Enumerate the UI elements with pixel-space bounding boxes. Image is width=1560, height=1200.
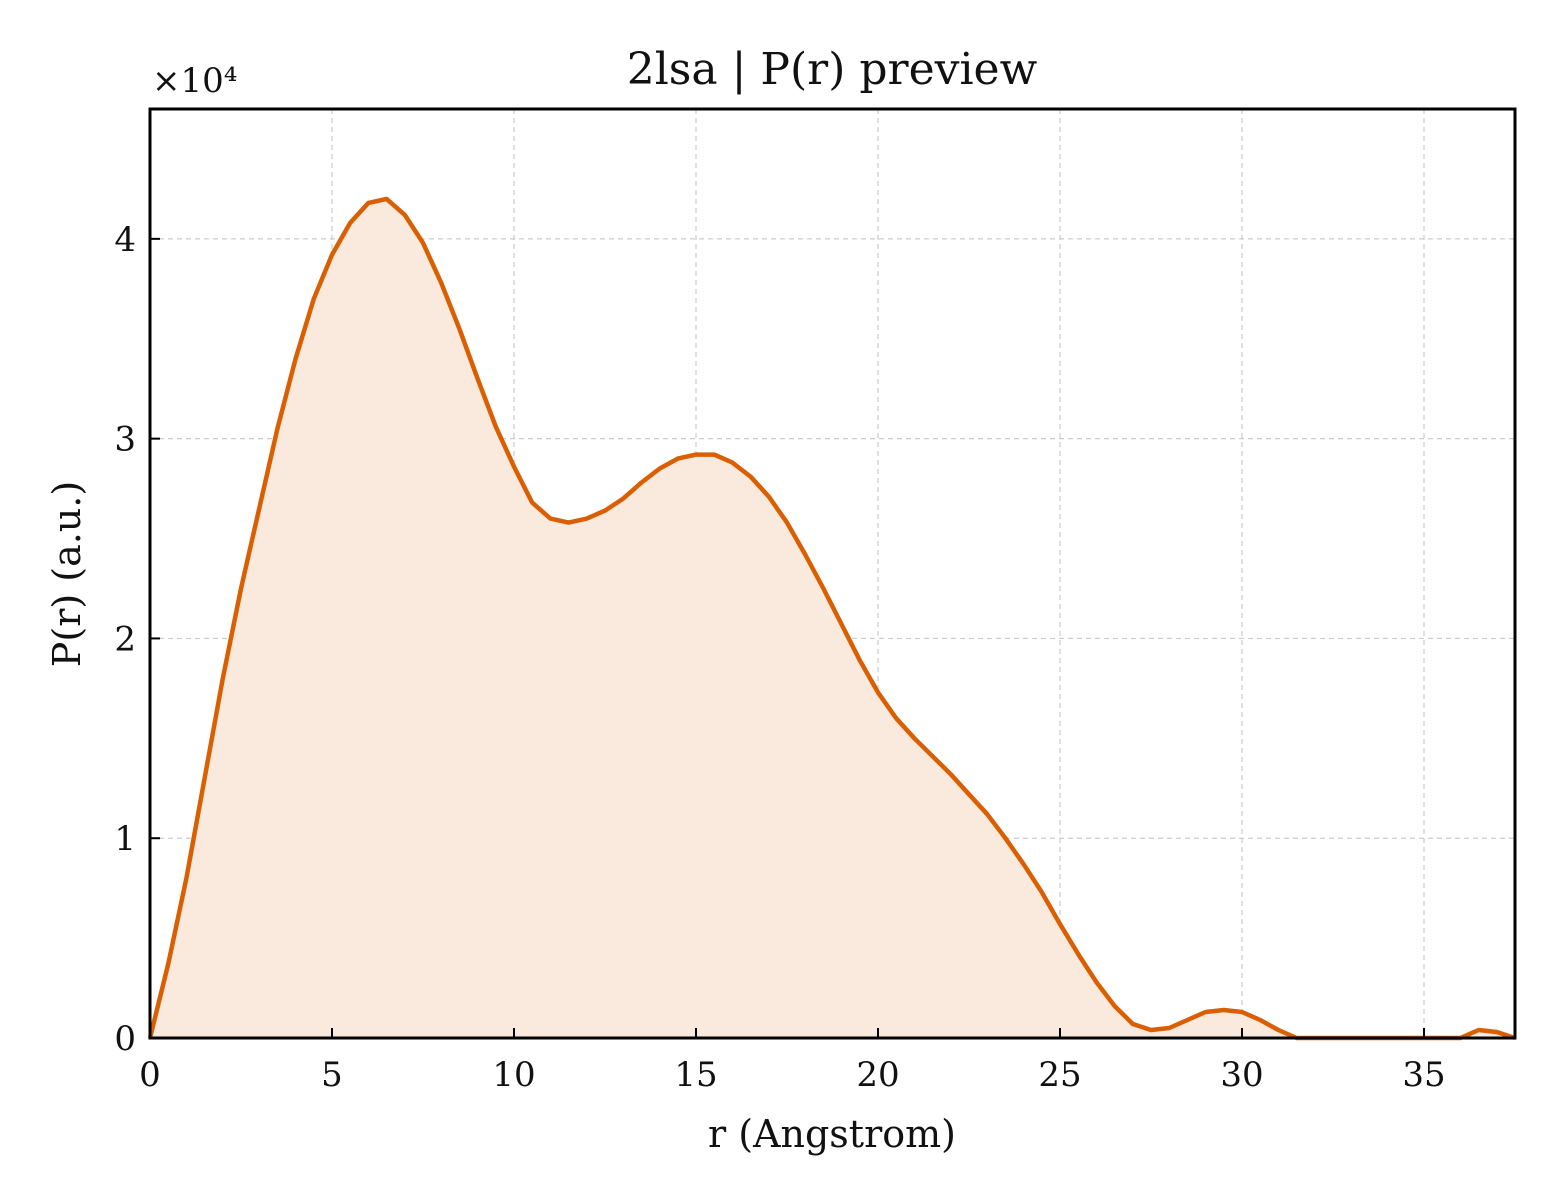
y-axis-label: P(r) (a.u.) [45,481,89,667]
y-ticks: 0 1 2 3 4 [114,220,160,1059]
x-axis-label: r (Angstrom) [708,1112,956,1156]
chart-title: 2lsa | P(r) preview [627,44,1038,95]
x-ticks: 0 5 10 15 20 25 30 35 [139,1028,1446,1095]
x-tick-label: 25 [1038,1055,1081,1095]
y-tick-label: 4 [114,220,136,260]
x-tick-label: 20 [856,1055,899,1095]
area-fill [150,198,1515,1038]
x-tick-label: 15 [674,1055,717,1095]
x-tick-label: 35 [1402,1055,1445,1095]
plot-frame [148,107,1517,1040]
x-tick-label: 30 [1220,1055,1263,1095]
y-tick-label: 2 [114,619,136,659]
series-line [147,196,1516,1041]
y-tick-label: 1 [114,819,136,859]
y-tick-label: 3 [114,420,136,460]
y-tick-label: 0 [114,1019,136,1059]
y-axis-multiplier: ×10⁴ [152,61,237,101]
x-tick-label: 0 [139,1055,161,1095]
x-tick-label: 5 [321,1055,343,1095]
x-tick-label: 10 [492,1055,535,1095]
